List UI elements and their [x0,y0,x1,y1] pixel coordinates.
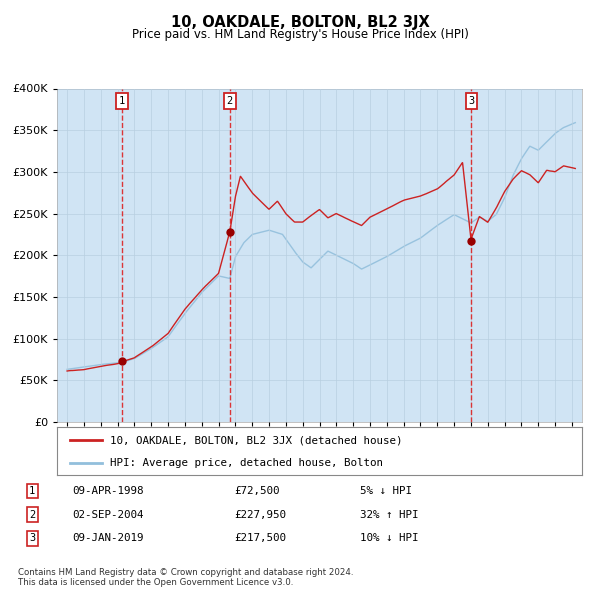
Text: 09-APR-1998: 09-APR-1998 [72,486,143,496]
Text: HPI: Average price, detached house, Bolton: HPI: Average price, detached house, Bolt… [110,458,383,468]
Text: 09-JAN-2019: 09-JAN-2019 [72,533,143,543]
Text: 2: 2 [29,510,35,520]
Text: £72,500: £72,500 [235,486,280,496]
Text: 10% ↓ HPI: 10% ↓ HPI [360,533,419,543]
Text: 3: 3 [469,96,475,106]
Text: 3: 3 [29,533,35,543]
Text: £227,950: £227,950 [235,510,287,520]
Text: 1: 1 [119,96,125,106]
Text: 5% ↓ HPI: 5% ↓ HPI [360,486,412,496]
Text: 2: 2 [227,96,233,106]
Bar [57,88,582,422]
Text: 1: 1 [29,486,35,496]
Text: 10, OAKDALE, BOLTON, BL2 3JX (detached house): 10, OAKDALE, BOLTON, BL2 3JX (detached h… [110,435,402,445]
Text: Contains HM Land Registry data © Crown copyright and database right 2024.
This d: Contains HM Land Registry data © Crown c… [18,568,353,587]
Text: £217,500: £217,500 [235,533,287,543]
Text: 02-SEP-2004: 02-SEP-2004 [72,510,143,520]
Text: 32% ↑ HPI: 32% ↑ HPI [360,510,419,520]
Text: 10, OAKDALE, BOLTON, BL2 3JX: 10, OAKDALE, BOLTON, BL2 3JX [170,15,430,30]
Text: Price paid vs. HM Land Registry's House Price Index (HPI): Price paid vs. HM Land Registry's House … [131,28,469,41]
